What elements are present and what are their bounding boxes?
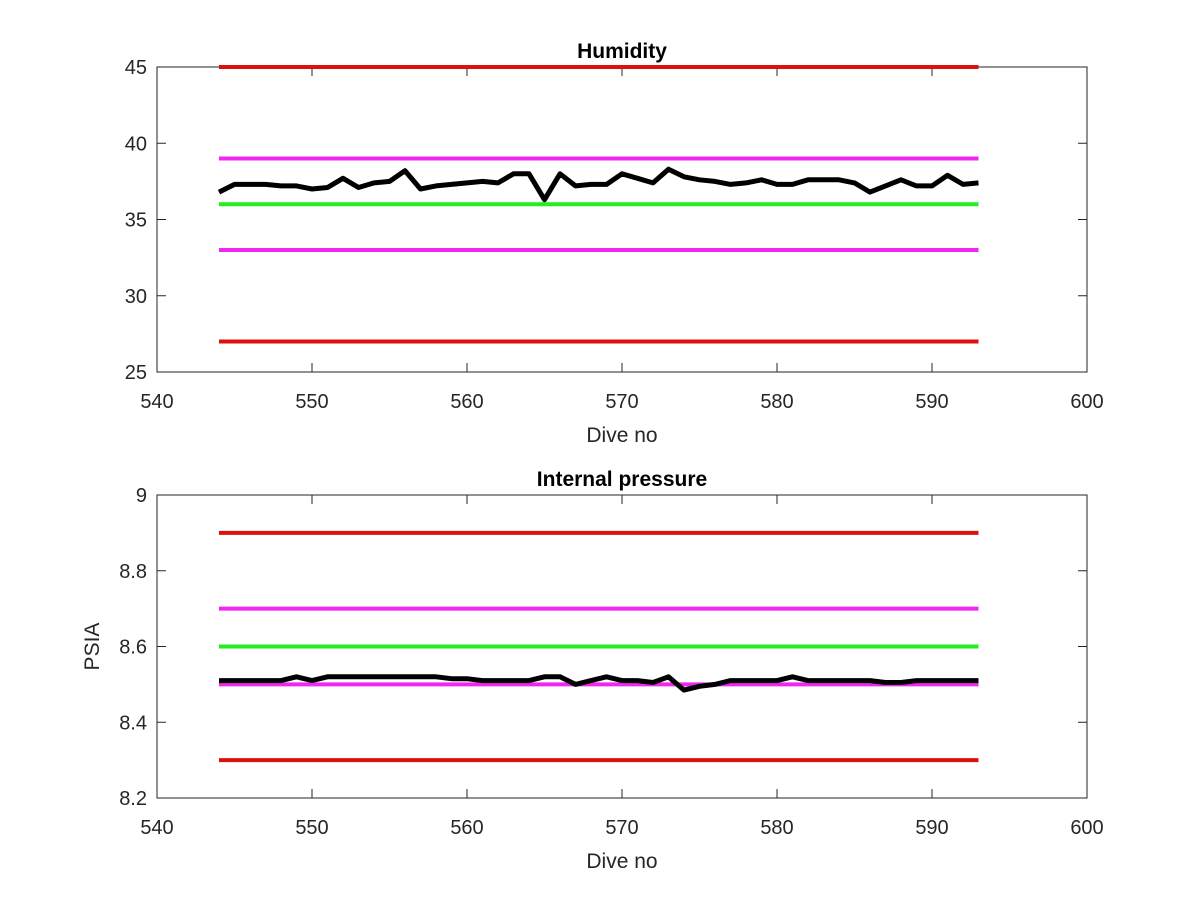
x-tick-label: 540 — [140, 817, 173, 839]
x-tick-label: 570 — [605, 391, 638, 413]
y-tick-label: 35 — [125, 210, 147, 232]
chart-title: Humidity — [577, 40, 667, 63]
x-tick-label: 600 — [1070, 817, 1103, 839]
x-tick-label: 550 — [295, 391, 328, 413]
y-tick-label: 8.6 — [119, 637, 147, 659]
y-tick-label: 8.8 — [119, 561, 147, 583]
x-tick-label: 580 — [760, 817, 793, 839]
x-axis-label: Dive no — [586, 850, 657, 873]
x-tick-label: 560 — [450, 391, 483, 413]
x-tick-label: 560 — [450, 817, 483, 839]
chart-panel-1: Humidity 540 550 560 570 580 590 600 25 30 35 40 45 D… — [125, 40, 1104, 447]
data-series-line — [219, 674, 979, 693]
x-tick-label: 590 — [915, 817, 948, 839]
y-tick-label: 8.4 — [119, 712, 147, 734]
x-tick-label: 600 — [1070, 391, 1103, 413]
x-tick-label: 570 — [605, 817, 638, 839]
plot-area — [156, 66, 1088, 373]
data-series-line — [217, 166, 979, 203]
chart-panel-2: Internal pressure 540 550 560 570 580 590 600 8.… — [81, 468, 1104, 873]
y-tick-label: 9 — [136, 485, 147, 507]
y-tick-label: 30 — [125, 286, 147, 308]
y-tick-label: 45 — [125, 57, 147, 79]
x-tick-label: 550 — [295, 817, 328, 839]
y-tick-label: 8.2 — [119, 788, 147, 810]
x-tick-label: 590 — [915, 391, 948, 413]
y-tick-label: 25 — [125, 362, 147, 384]
x-axis-label: Dive no — [586, 424, 657, 447]
x-tick-label: 540 — [140, 391, 173, 413]
x-tick-label: 580 — [760, 391, 793, 413]
y-axis-label: PSIA — [81, 623, 104, 671]
y-tick-label: 40 — [125, 133, 147, 155]
chart-title: Internal pressure — [537, 468, 707, 491]
